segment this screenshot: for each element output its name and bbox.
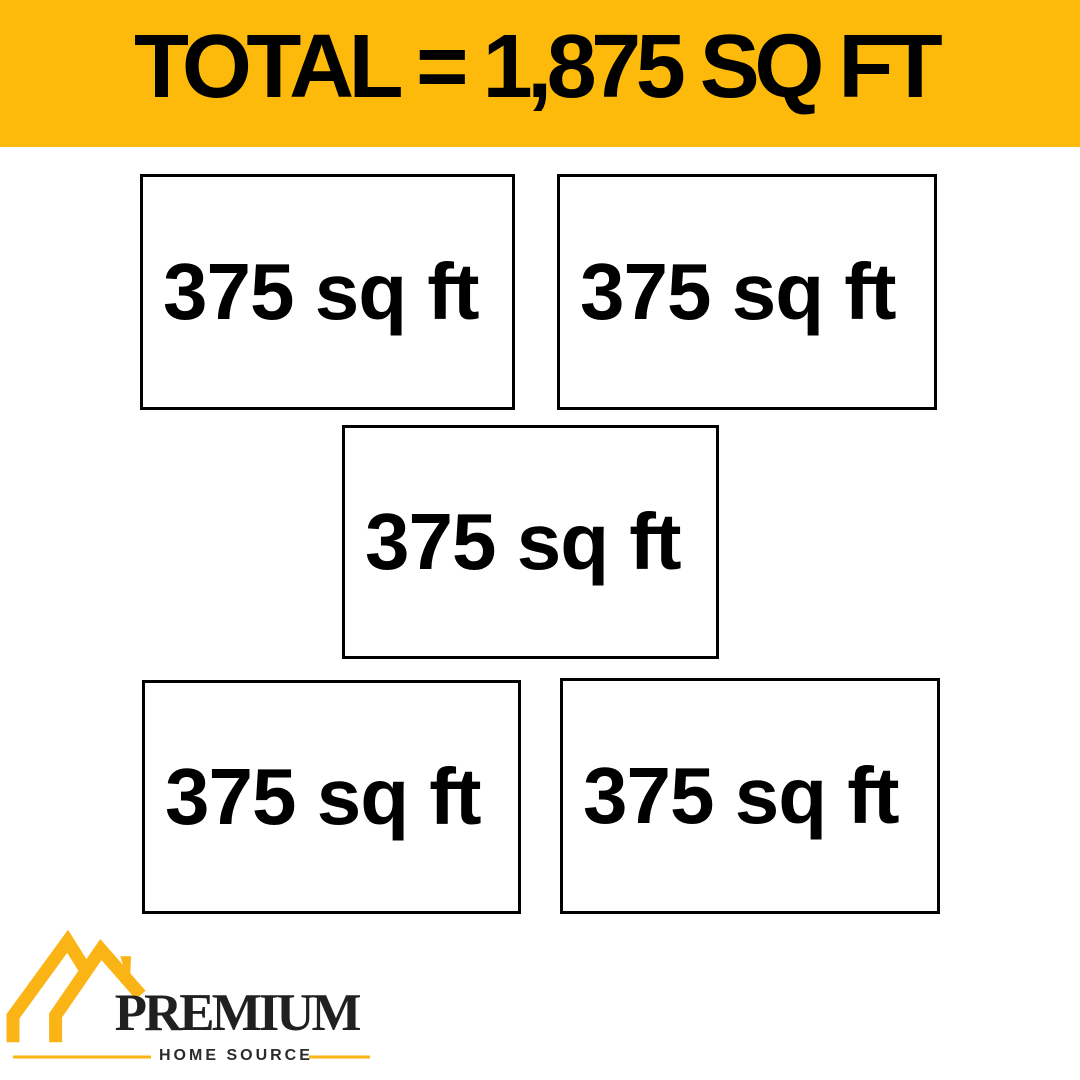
svg-text:HOME SOURCE: HOME SOURCE [159,1047,313,1064]
svg-text:PREMIUM: PREMIUM [115,984,361,1042]
